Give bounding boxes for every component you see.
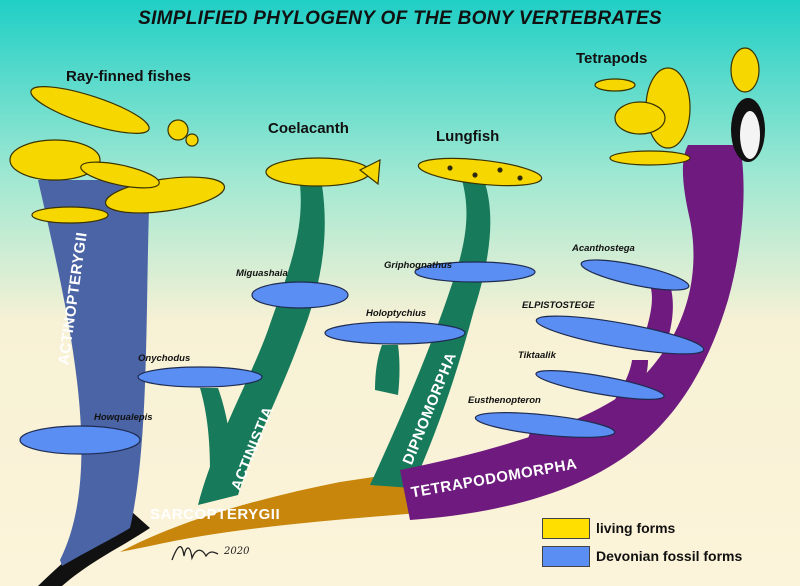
elpistostege-fish — [535, 315, 705, 355]
onychodus-fish — [137, 366, 263, 388]
tiktaalik-fish — [535, 370, 665, 400]
label-acanthostega: Acanthostega — [572, 243, 635, 254]
diagram-title: SIMPLIFIED PHYLOGENY OF THE BONY VERTEBR… — [138, 8, 662, 29]
legend-fossil-label: Devonian fossil forms — [596, 548, 743, 564]
label-miguashaia: Miguashaia — [236, 268, 288, 279]
dipnomorpha-branch — [370, 180, 491, 488]
howqualepis-fish — [19, 425, 141, 455]
onychodus-branch — [200, 388, 232, 470]
signature-year: 2020 — [224, 546, 250, 557]
living-lungfish — [417, 157, 543, 187]
legend-living-label: living forms — [596, 520, 676, 536]
label-lungfish: Lungfish — [436, 128, 500, 145]
sarcopterygii-branch — [120, 470, 432, 552]
eusthenopteron-fish — [474, 412, 616, 438]
artist-signature-scribble — [171, 546, 219, 561]
legend-swatch-fossil — [542, 546, 590, 567]
label-tetrapods: Tetrapods — [576, 50, 648, 67]
label-coelacanth: Coelacanth — [268, 120, 349, 137]
tetrapodomorpha-branch — [400, 145, 744, 520]
griphognathus-fish — [414, 261, 536, 283]
living-coelacanth — [265, 157, 381, 187]
living-ray-finned-fishes — [9, 86, 226, 224]
actinistia-branch — [198, 185, 325, 505]
label-tiktaalik: Tiktaalik — [518, 350, 556, 361]
label-griphognathus: Griphognathus — [384, 260, 453, 271]
clade-sarcopterygii: SARCOPTERYGII — [150, 506, 281, 523]
actinopterygii-branch — [38, 180, 150, 566]
acanthostega-fish — [580, 259, 690, 291]
label-howqualepis: Howqualepis — [94, 412, 153, 423]
label-holoptychius: Holoptychius — [366, 308, 427, 319]
holoptychius-fish — [324, 321, 466, 345]
label-onychodus: Onychodus — [138, 353, 191, 364]
miguashaia-fish — [251, 281, 349, 309]
label-eusthenopteron: Eusthenopteron — [468, 395, 541, 406]
holoptychius-branch — [375, 345, 400, 395]
living-tetrapods — [594, 47, 760, 166]
label-ray-finned-fishes: Ray-finned fishes — [66, 68, 192, 85]
legend-swatch-living — [542, 518, 590, 539]
label-elpistostege: ELPISTOSTEGE — [522, 300, 595, 311]
fossil-fishes — [19, 259, 705, 455]
penguin-shape — [731, 98, 765, 162]
